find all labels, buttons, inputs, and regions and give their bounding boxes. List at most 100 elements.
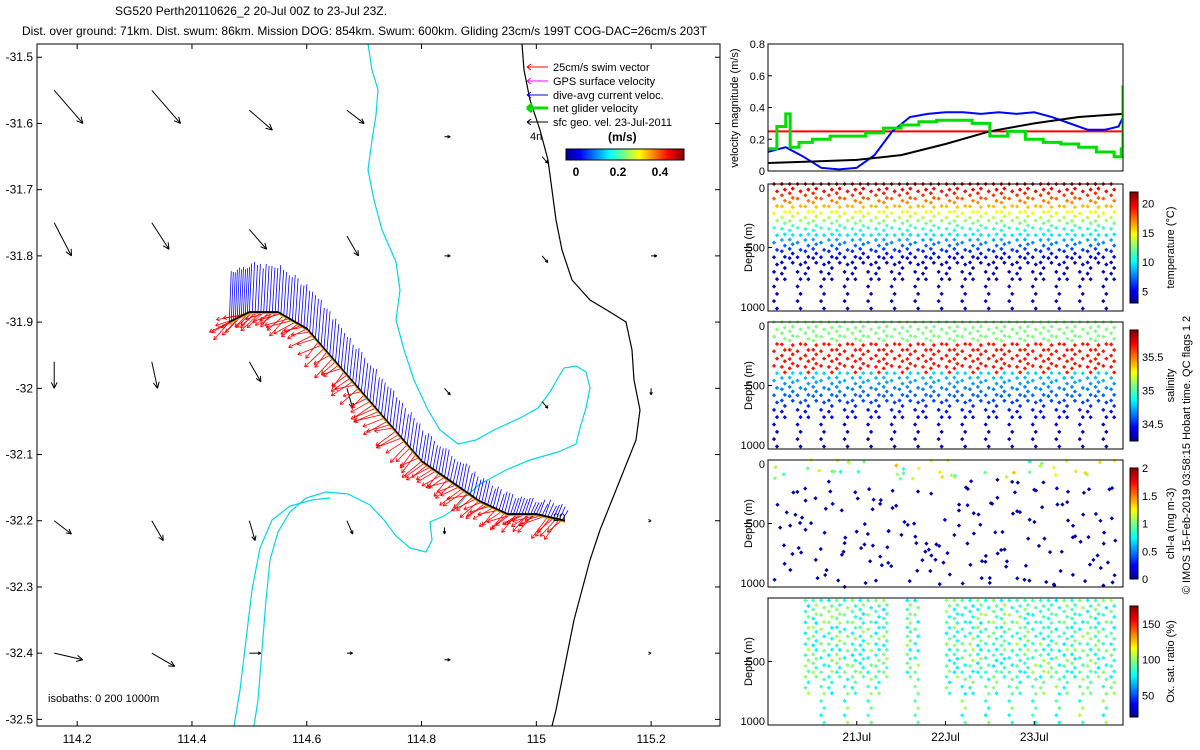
section-x-tick-label: 22Jul	[931, 730, 960, 744]
section-point	[821, 634, 827, 639]
section-point	[936, 255, 941, 260]
section-point	[1101, 255, 1106, 260]
section-point	[986, 247, 991, 253]
section-point	[853, 636, 858, 641]
section-point	[1010, 341, 1015, 347]
section-point	[1054, 698, 1059, 704]
section-point	[1014, 375, 1020, 381]
section-point	[1081, 512, 1086, 517]
section-point	[1033, 662, 1038, 668]
section-point	[978, 186, 983, 191]
section-point	[1054, 627, 1059, 632]
map-panel: 114.2 114.4 114.6 114.8 115 115.2 -31.5-31.6-…	[6, 43, 721, 746]
section-point	[1014, 609, 1020, 614]
section-point	[1112, 603, 1117, 609]
section-point	[853, 490, 858, 495]
current-vector	[232, 272, 236, 321]
section-point	[811, 347, 816, 352]
section-point	[975, 329, 980, 334]
section-point	[821, 291, 827, 296]
section-point	[850, 609, 855, 614]
section-point	[821, 189, 827, 194]
section-point	[1002, 370, 1007, 376]
section-point	[1002, 260, 1007, 265]
section-point	[853, 647, 858, 652]
section-point	[837, 232, 842, 238]
section-point	[853, 603, 858, 609]
section-point	[963, 189, 968, 194]
section-point	[999, 338, 1004, 343]
section-point	[821, 720, 827, 725]
section-point	[861, 205, 866, 210]
section-point	[861, 629, 866, 635]
section-data-points	[771, 181, 1117, 311]
section-point	[1101, 284, 1106, 289]
section-point	[952, 237, 957, 242]
section-point	[920, 215, 926, 220]
section-point	[978, 638, 983, 644]
section-point	[868, 233, 874, 238]
section-point	[821, 677, 827, 682]
section-point	[1061, 631, 1067, 636]
current-vector	[271, 267, 276, 313]
section-point	[842, 378, 847, 383]
section-point	[1069, 228, 1075, 233]
section-point	[908, 251, 913, 256]
section-point	[1032, 487, 1037, 492]
section-point	[963, 385, 968, 391]
section-point	[779, 260, 784, 265]
section-point	[1046, 393, 1051, 399]
section-axes-box	[767, 459, 1124, 588]
section-point	[991, 598, 996, 603]
section-point	[881, 607, 886, 612]
section-point	[876, 392, 882, 397]
section-point	[1112, 359, 1117, 364]
section-point	[771, 393, 777, 398]
section-point	[1104, 262, 1109, 267]
section-point	[1096, 370, 1101, 376]
section-point	[955, 343, 960, 348]
section-point	[897, 271, 902, 276]
section-point	[970, 359, 976, 364]
section-point	[939, 262, 944, 267]
section-point	[1049, 205, 1054, 210]
section-point	[939, 371, 944, 376]
geo-vector	[649, 388, 653, 396]
section-point	[979, 576, 984, 581]
section-point	[986, 189, 991, 194]
section-point	[845, 429, 850, 434]
section-point	[1057, 356, 1062, 361]
section-point	[876, 265, 882, 271]
section-point	[908, 674, 913, 679]
section-point	[779, 387, 784, 392]
section-point	[834, 191, 839, 196]
section-point	[1112, 325, 1117, 330]
section-point	[1070, 523, 1076, 528]
section-point	[1022, 356, 1028, 362]
section-point	[1101, 299, 1106, 304]
section-point	[994, 691, 999, 696]
section-point	[952, 209, 957, 214]
section-point	[1104, 648, 1109, 653]
swim-vector	[433, 478, 448, 497]
section-point	[1038, 663, 1043, 669]
section-point	[1080, 306, 1085, 311]
section-point	[999, 547, 1004, 553]
section-point	[963, 691, 968, 696]
section-point	[952, 652, 957, 657]
section-point	[1033, 189, 1038, 194]
section-point	[1093, 652, 1098, 657]
section-point	[1033, 705, 1038, 711]
section-point	[790, 398, 795, 403]
colorbar-tick-0.4: 0.4	[652, 165, 669, 179]
section-point	[963, 648, 968, 653]
section-point	[868, 277, 874, 282]
section-point	[1086, 535, 1091, 540]
section-point	[806, 370, 811, 375]
section-point	[815, 576, 820, 581]
section-point	[916, 356, 921, 361]
section-point	[913, 269, 918, 274]
section-point	[975, 607, 980, 612]
section-point	[774, 371, 780, 376]
section-point	[1101, 363, 1106, 369]
